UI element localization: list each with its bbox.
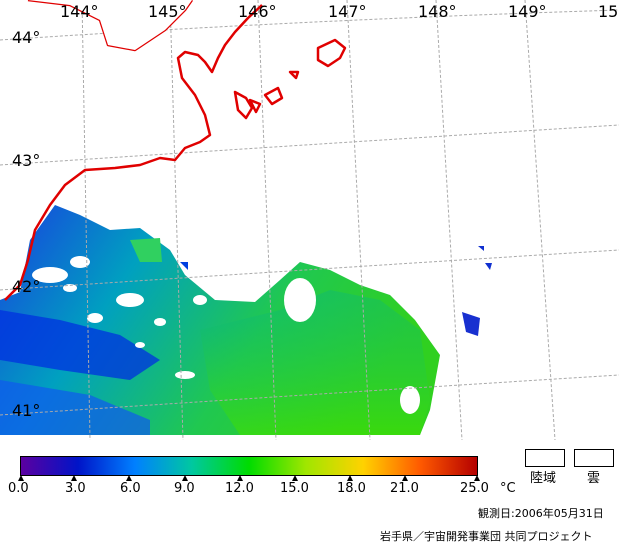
scale-tick-21: 21.0 [390, 481, 419, 496]
scale-tick-9: 9.0 [174, 481, 195, 496]
scale-tick-25: 25.0 [460, 481, 489, 496]
credit-line: 岩手県／宇宙開発事業団 共同プロジェクト [380, 530, 593, 543]
graticule [0, 0, 619, 440]
scale-tick-15: 15.0 [280, 481, 309, 496]
lon-label-146: 146° [238, 2, 277, 21]
lat-label-41: 41° [12, 401, 41, 420]
cloud-patches [32, 256, 420, 414]
lat-label-42: 42° [12, 277, 41, 296]
cloud-legend-label: 雲 [587, 471, 601, 486]
lon-label-148: 148° [418, 2, 457, 21]
lon-label-147: 147° [328, 2, 367, 21]
lon-label-144: 144° [60, 2, 99, 21]
lat-label-43: 43° [12, 151, 41, 170]
land-mass [0, 0, 192, 50]
scale-unit: °C [500, 481, 516, 496]
scale-tick-18: 18.0 [337, 481, 366, 496]
land-legend-box [525, 449, 565, 467]
lat-label-44: 44° [12, 28, 41, 47]
scale-tick-3: 3.0 [65, 481, 86, 496]
temperature-color-scale [20, 456, 478, 476]
lon-label-150: 15 [598, 2, 619, 21]
scale-tick-6: 6.0 [120, 481, 141, 496]
observation-date: 観測日:2006年05月31日 [478, 507, 604, 520]
sea-temperature-layer [0, 205, 492, 435]
lon-label-145: 145° [148, 2, 187, 21]
scale-tick-markers [18, 475, 480, 481]
scale-tick-12: 12.0 [225, 481, 254, 496]
cloud-legend-box [574, 449, 614, 467]
sst-map [0, 0, 619, 440]
scale-tick-0: 0.0 [8, 481, 29, 496]
lon-label-149: 149° [508, 2, 547, 21]
land-legend-label: 陸域 [530, 471, 557, 486]
